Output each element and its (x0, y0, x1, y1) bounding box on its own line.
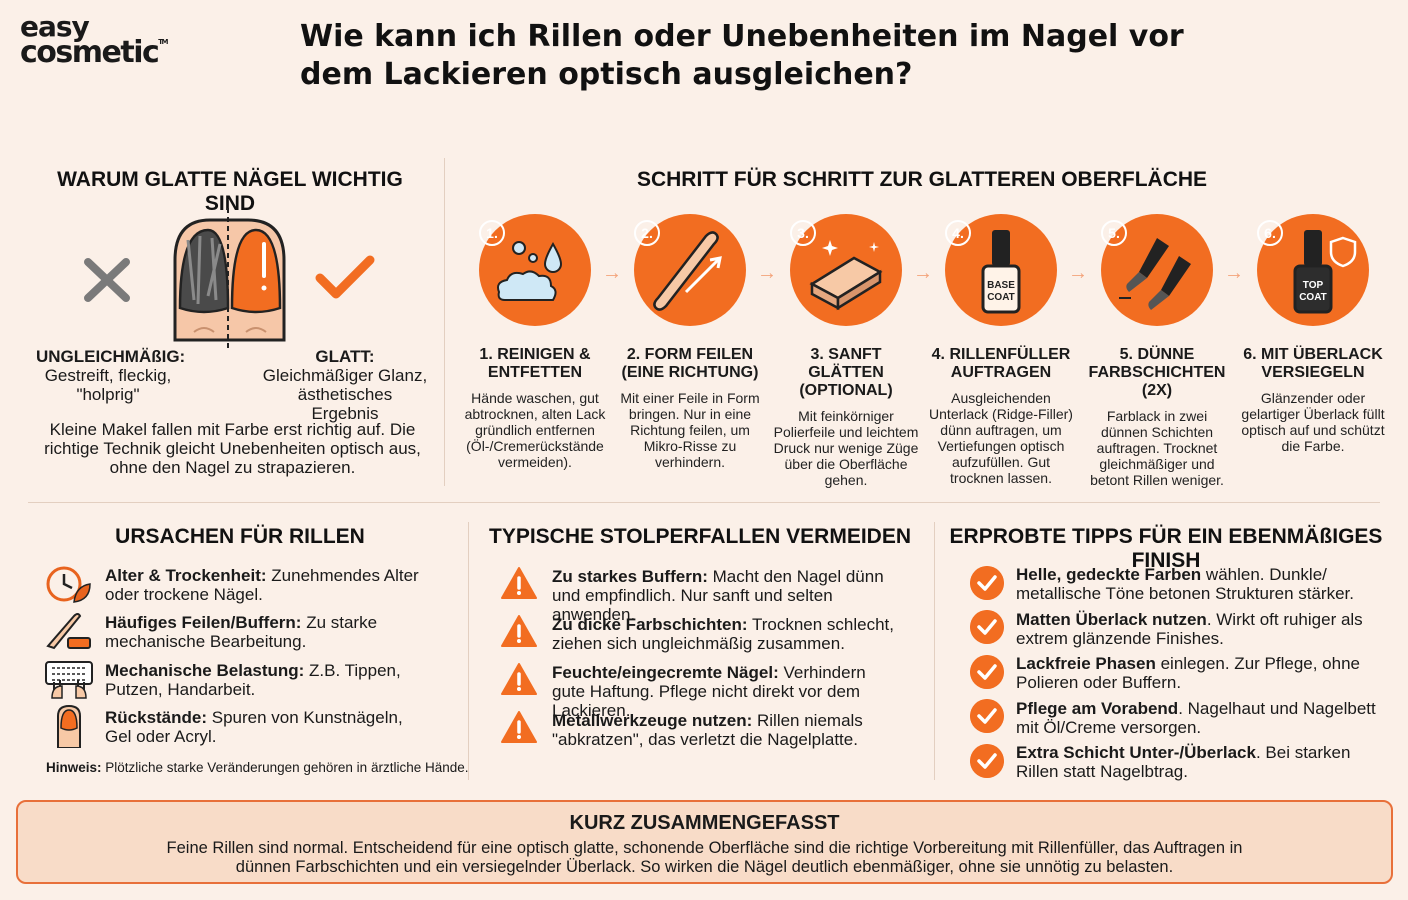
top-coat-bottle-icon: TOP COAT (1293, 230, 1357, 314)
finger-nail-icon (57, 704, 81, 748)
check-circle-icon (970, 566, 1004, 600)
pitfall-item: Metallwerkzeuge nutzen: Rillen niemals "… (552, 711, 863, 749)
two-brushes-icon (1119, 238, 1191, 310)
step-1-circle: 1. (479, 214, 591, 326)
tips-heading: ERPROBTE TIPPS FÜR EIN EBENMÄßIGES FINIS… (949, 525, 1383, 572)
step-6-circle: 6. TOP COAT (1257, 214, 1369, 326)
step-desc: Farblack in zwei dünnen Schichten auftra… (1090, 408, 1224, 488)
step-title: 2. FORM FEILEN (EINE RICHTUNG) (621, 346, 759, 381)
hint-text: Hinweis: Plötzliche starke Veränderungen… (46, 760, 469, 775)
step-badge: 6. (1257, 220, 1283, 246)
cause-item: Alter & Trockenheit: Zunehmendes Alter o… (105, 566, 419, 604)
why-heading: WARUM GLATTE NÄGEL WICHTIG SIND (57, 168, 403, 215)
summary-text: Feine Rillen sind normal. Entscheidend f… (166, 839, 1243, 876)
why-text: Kleine Makel fallen mit Farbe erst richt… (44, 420, 421, 477)
shield-icon (1329, 236, 1357, 268)
pitfall-item: Feuchte/eingecremte Nägel: Verhindern gu… (552, 663, 866, 720)
arrow-icon: → (913, 262, 933, 284)
step-desc: Ausgleichenden Unterlack (Ridge-Filler) … (929, 390, 1073, 486)
step-5: 5. 5. DÜNNE FARBSCHICHTEN (2X) Farblack … (1082, 214, 1232, 488)
arrow-icon: → (602, 262, 622, 284)
keyboard-hands-icon (45, 661, 93, 699)
warning-icon (501, 663, 537, 695)
pitfall-item: Zu dicke Farbschichten: Trocknen schlech… (552, 615, 895, 653)
check-circle-icon (970, 699, 1004, 733)
bottle-label: BASE (987, 280, 1015, 291)
tip-item: Matten Überlack nutzen. Wirkt oft ruhige… (1016, 610, 1363, 648)
step-3: 3. 3. SANFT GLÄTTEN (OPTIONAL) Mit feink… (771, 214, 921, 488)
arrow-icon: → (1224, 262, 1244, 284)
step-title: 5. DÜNNE FARBSCHICHTEN (2X) (1088, 346, 1226, 399)
svg-text:COAT: COAT (987, 292, 1015, 303)
warning-icon (501, 711, 537, 743)
divider (28, 502, 1380, 503)
svg-text:COAT: COAT (1299, 292, 1327, 303)
arrow-icon: → (757, 262, 777, 284)
cause-item: Mechanische Belastung: Z.B. Tippen, Putz… (105, 661, 401, 699)
tip-item: Helle, gedeckte Farben wählen. Dunkle/ m… (1016, 565, 1354, 603)
tip-item: Pflege am Vorabend. Nagelhaut und Nagelb… (1016, 699, 1376, 737)
tip-item: Extra Schicht Unter-/Überlack. Bei stark… (1016, 743, 1351, 781)
arrow-icon: → (1068, 262, 1088, 284)
step-badge: 5. (1101, 220, 1127, 246)
check-circle-icon (970, 744, 1004, 778)
step-badge: 1. (479, 220, 505, 246)
step-3-circle: 3. (790, 214, 902, 326)
step-title: 1. REINIGEN & ENTFETTEN (479, 346, 591, 381)
bottle-label: TOP (1303, 280, 1324, 291)
warning-icon (501, 567, 537, 599)
tip-item: Lackfreie Phasen einlegen. Zur Pflege, o… (1016, 654, 1361, 692)
clock-leaf-icon (46, 566, 91, 603)
buffer-block-icon (809, 240, 883, 311)
step-badge: 4. (945, 220, 971, 246)
divider (444, 158, 445, 486)
step-title: 3. SANFT GLÄTTEN (OPTIONAL) (799, 346, 893, 399)
page-title: Wie kann ich Rillen oder Unebenheiten im… (300, 19, 1184, 92)
logo-line-1: easy (20, 10, 90, 43)
causes-heading: URSACHEN FÜR RILLEN (115, 525, 365, 548)
step-4-circle: 4. BASE COAT (945, 214, 1057, 326)
file-buffer-icon (46, 613, 91, 650)
logo-trademark: TM (158, 38, 168, 47)
base-coat-bottle-icon: BASE COAT (981, 230, 1021, 314)
step-1: 1. 1. REINIGEN & ENTFETTEN Hände waschen… (460, 214, 610, 470)
smooth-label: GLATT: Gleichmäßiger Glanz, ästhetisches… (262, 347, 428, 423)
nail-comparison (70, 200, 400, 350)
warning-icon (501, 615, 537, 647)
summary-title: KURZ ZUSAMMENGEFASST (569, 812, 840, 834)
step-2: 2. 2. FORM FEILEN (EINE RICHTUNG) Mit ei… (615, 214, 765, 470)
step-title: 4. RILLENFÜLLER AUFTRAGEN (931, 346, 1071, 381)
divider (934, 522, 935, 780)
cross-icon (84, 258, 130, 302)
step-desc: Glänzender oder gelartiger Überlack füll… (1241, 390, 1385, 454)
step-desc: Mit feinkörniger Polierfeile und leichte… (773, 408, 919, 488)
summary-box: KURZ ZUSAMMENGEFASST Feine Rillen sind n… (16, 800, 1393, 884)
cause-item: Rückstände: Spuren von Kunstnägeln, Gel … (105, 708, 403, 746)
step-badge: 2. (634, 220, 660, 246)
step-6: 6. TOP COAT 6. MIT ÜBERLACK VERSIEGELN G… (1238, 214, 1388, 454)
check-circle-icon (970, 655, 1004, 689)
step-desc: Hände waschen, gut abtrocknen, alten Lac… (464, 390, 606, 470)
check-circle-icon (970, 610, 1004, 644)
uneven-label: UNGLEICHMÄßIG: Gestreift, fleckig, "holp… (36, 347, 186, 404)
step-4: 4. BASE COAT 4. RILLENFÜLLER AUFTRAGEN A… (926, 214, 1076, 486)
step-desc: Mit einer Feile in Form bringen. Nur in … (620, 390, 760, 470)
finger-illustration (173, 208, 286, 350)
pitfall-item: Zu starkes Buffern: Macht den Nagel dünn… (552, 567, 884, 624)
step-5-circle: 5. (1101, 214, 1213, 326)
check-icon (315, 255, 375, 299)
soap-bubbles-icon (497, 241, 563, 301)
step-2-circle: 2. (634, 214, 746, 326)
nail-file-icon (653, 231, 722, 311)
step-badge: 3. (790, 220, 816, 246)
cause-item: Häufiges Feilen/Buffern: Zu starke mecha… (105, 613, 378, 651)
divider (468, 522, 469, 780)
pitfalls-heading: TYPISCHE STOLPERFALLEN VERMEIDEN (489, 525, 911, 548)
brand-logo: easy cosmeticTM (20, 10, 190, 74)
step-title: 6. MIT ÜBERLACK VERSIEGELN (1243, 346, 1383, 381)
steps-heading: SCHRITT FÜR SCHRITT ZUR GLATTEREN OBERFL… (636, 168, 1208, 191)
logo-line-2: cosmetic (20, 35, 160, 71)
